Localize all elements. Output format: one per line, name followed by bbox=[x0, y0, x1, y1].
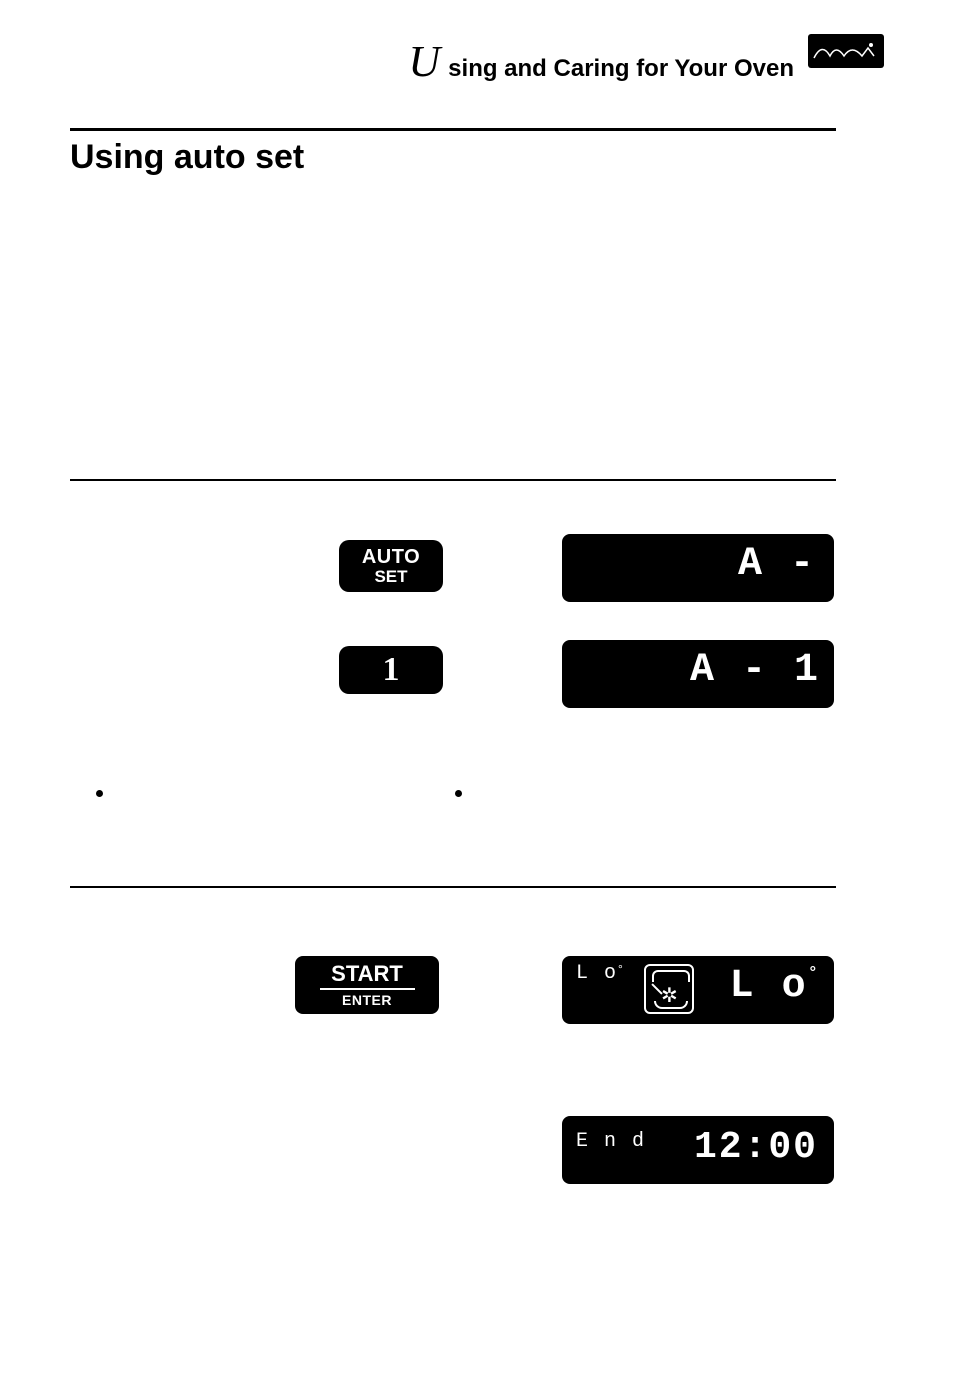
display-end-label: E n d bbox=[576, 1130, 646, 1153]
header-script-letter: U bbox=[408, 36, 440, 87]
display-cooking-right: L o° bbox=[730, 964, 818, 1009]
display-end: E n d 12:00 bbox=[562, 1116, 834, 1184]
bullet-icon bbox=[96, 790, 103, 797]
auto-set-label-line2: SET bbox=[374, 568, 407, 585]
rule-top bbox=[70, 128, 836, 131]
display-autoset-prompt: A - bbox=[562, 534, 834, 602]
rule-mid bbox=[70, 479, 836, 481]
display-autoset-prompt-text: A - bbox=[738, 542, 816, 587]
rule-bottom bbox=[70, 886, 836, 888]
start-enter-button[interactable]: START ENTER bbox=[295, 956, 439, 1014]
start-label: START bbox=[331, 962, 403, 985]
auto-set-label-line1: AUTO bbox=[362, 547, 420, 567]
auto-set-button[interactable]: AUTO SET bbox=[339, 540, 443, 592]
display-cooking-left: L o° bbox=[576, 962, 625, 985]
display-autoset-code: A - 1 bbox=[562, 640, 834, 708]
bullet-icon bbox=[455, 790, 462, 797]
brand-logo-icon bbox=[808, 34, 884, 68]
display-autoset-code-text: A - 1 bbox=[690, 648, 820, 693]
section-heading: Using auto set bbox=[70, 138, 304, 177]
page-header: Using and Caring for Your Oven bbox=[408, 36, 794, 87]
food-category-icon: ✲ bbox=[644, 964, 694, 1014]
display-end-time: 12:00 bbox=[694, 1126, 818, 1169]
keypad-1-label: 1 bbox=[383, 651, 400, 689]
display-cooking: L o° ✲ L o° bbox=[562, 956, 834, 1024]
header-title-rest: sing and Caring for Your Oven bbox=[448, 55, 794, 83]
keypad-1-button[interactable]: 1 bbox=[339, 646, 443, 694]
start-divider bbox=[320, 988, 415, 990]
enter-label: ENTER bbox=[342, 993, 392, 1008]
